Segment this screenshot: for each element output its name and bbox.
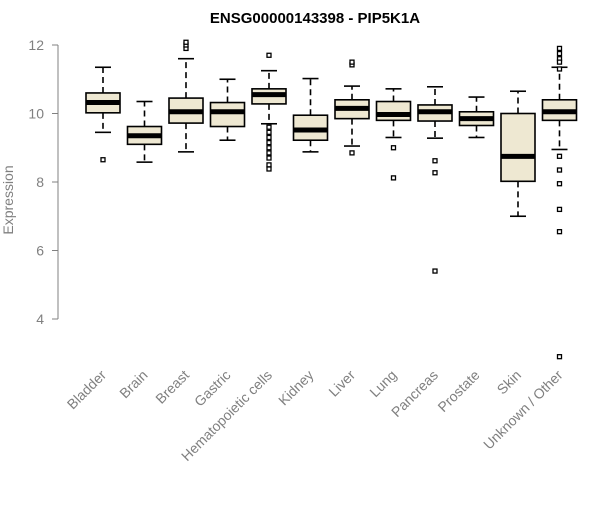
- box-group: [417, 85, 453, 274]
- outlier-point: [266, 155, 272, 161]
- outlier-point: [266, 52, 272, 58]
- iqr-box: [375, 100, 412, 122]
- box-group: [126, 100, 163, 163]
- outlier-point: [266, 139, 272, 146]
- x-tick-label: Prostate: [434, 367, 482, 415]
- outlier-point: [556, 229, 563, 235]
- outlier-point: [266, 124, 272, 130]
- x-tick-label: Breast: [152, 367, 192, 407]
- y-tick-label: 4: [36, 311, 44, 327]
- iqr-box: [500, 112, 536, 183]
- outlier-point: [349, 59, 355, 65]
- y-axis-label: Expression: [0, 165, 16, 234]
- y-tick-label: 8: [36, 174, 44, 190]
- outlier-point: [266, 162, 272, 168]
- outlier-point: [266, 134, 272, 141]
- x-tick-label: Liver: [325, 367, 358, 400]
- outlier-point: [266, 129, 272, 135]
- outlier-point: [556, 181, 563, 187]
- outlier-point: [556, 59, 563, 65]
- outlier-point: [390, 175, 397, 181]
- box-group: [292, 77, 329, 153]
- x-tick-label: Kidney: [275, 367, 317, 409]
- outlier-point: [266, 145, 272, 151]
- box-group: [251, 52, 287, 172]
- outlier-point: [556, 167, 563, 173]
- box-group: [541, 45, 578, 360]
- boxes-layer: [85, 39, 578, 360]
- y-tick-label: 12: [28, 37, 44, 53]
- outlier-point: [432, 158, 438, 164]
- box-group: [334, 59, 370, 156]
- outlier-point: [432, 170, 438, 176]
- outlier-point: [183, 39, 189, 45]
- outlier-point: [266, 150, 272, 156]
- outlier-point: [432, 268, 438, 274]
- x-tick-label: Lung: [366, 367, 399, 400]
- outlier-point: [349, 150, 355, 156]
- iqr-box: [209, 101, 246, 128]
- outlier-point: [556, 66, 563, 72]
- x-tick-label: Brain: [116, 367, 150, 401]
- box-group: [458, 96, 495, 139]
- outlier-point: [266, 166, 272, 172]
- axes-layer: 4 6 8 10 12: [28, 37, 59, 327]
- outlier-point: [556, 45, 563, 52]
- box-group: [375, 88, 412, 181]
- box-group: [85, 66, 121, 163]
- y-tick-label: 6: [36, 243, 44, 259]
- outlier-point: [100, 157, 106, 163]
- box-group: [168, 39, 204, 153]
- box-group: [500, 90, 536, 218]
- y-tick-label: 10: [28, 106, 44, 122]
- outlier-point: [556, 153, 563, 159]
- x-tick-label: Skin: [494, 367, 525, 398]
- x-tick-label: Bladder: [64, 367, 110, 413]
- box-group: [209, 78, 246, 142]
- chart-title: ENSG00000143398 - PIP5K1A: [210, 10, 420, 27]
- outlier-point: [556, 354, 563, 360]
- outlier-point: [556, 206, 563, 213]
- outlier-point: [556, 50, 563, 57]
- x-tick-label: Unknown / Other: [480, 367, 566, 453]
- outlier-point: [390, 145, 397, 151]
